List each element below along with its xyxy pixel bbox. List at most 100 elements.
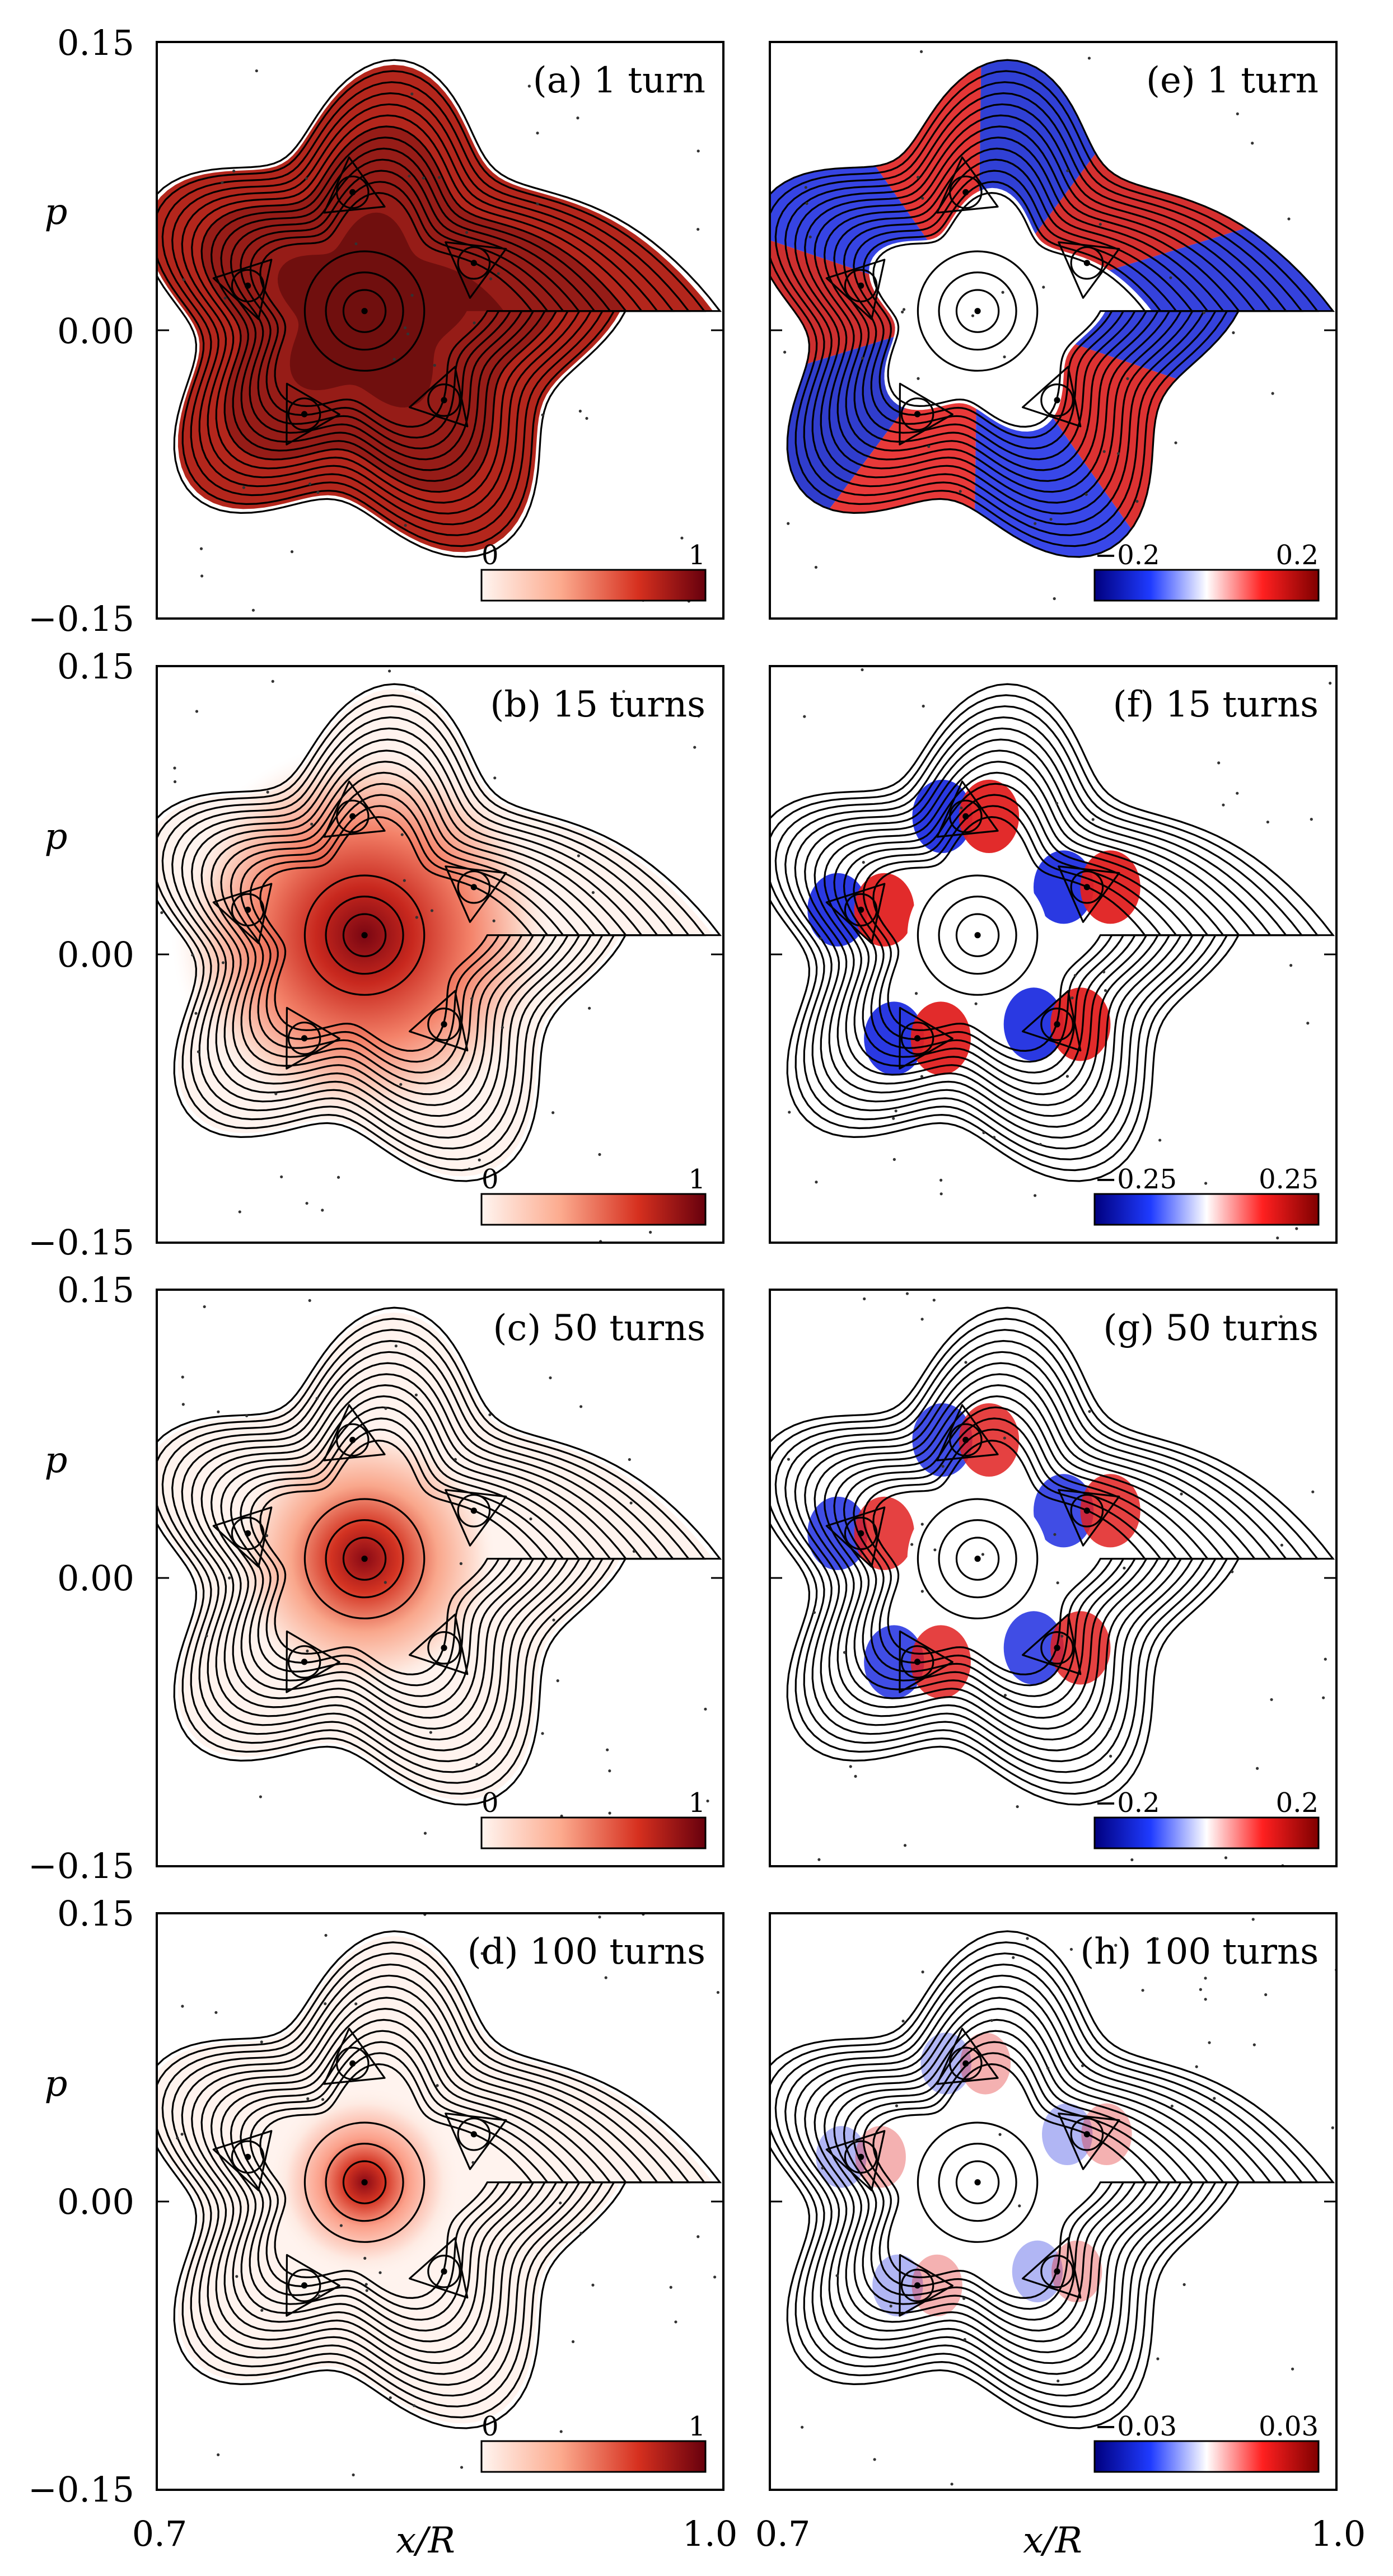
- panel-g-contour-line: [784, 1339, 1288, 1773]
- panel-a-dot: [255, 69, 258, 73]
- panel-a-contour-line: [161, 81, 691, 536]
- x-tick-labels: 0.7 1.0 0.7 1.0: [132, 2513, 1366, 2554]
- y-tick-row1-bot: −0.15: [28, 598, 134, 639]
- panel-e-colorbar-max-label: 0.2: [1276, 540, 1319, 571]
- panel-f-dot: [1102, 970, 1106, 973]
- panel-b-title: (b) 15 turns: [490, 684, 705, 725]
- panel-e-contour-line: [814, 125, 1241, 493]
- panel-f-contour-line: [823, 760, 1226, 1106]
- panel-d-dot: [471, 2161, 475, 2164]
- panel-h-contour-line: [823, 2007, 1226, 2353]
- panel-h-colorbar-min-label: −0.03: [1095, 2411, 1177, 2442]
- panel-f-dot: [992, 1136, 996, 1139]
- panel-e-dot: [1066, 169, 1069, 172]
- panel-h-dot: [1182, 2283, 1186, 2286]
- panel-f-island-contour: [936, 780, 999, 838]
- panel-h-dot: [1291, 2367, 1294, 2371]
- panel-f-fixed-point: [974, 932, 981, 939]
- panel-c-dot: [423, 1832, 427, 1835]
- panel-c-island-ring: [427, 1631, 461, 1665]
- panel-g-colorbar-min-label: −0.2: [1095, 1787, 1160, 1819]
- panel-c-dot: [394, 1344, 398, 1348]
- panel-d-dot: [365, 2289, 368, 2292]
- x-tick-left-col-min: 0.7: [132, 2513, 188, 2554]
- panel-f-dot: [861, 668, 864, 672]
- x-tick-right-col-max: 1.0: [1311, 2513, 1366, 2554]
- panel-b-colorbar: [480, 1193, 707, 1226]
- panel-g-dot: [910, 1543, 914, 1546]
- panel-h-dot: [998, 2133, 1002, 2136]
- panel-g-ticks: [769, 1289, 1338, 1867]
- panel-g-title: (g) 50 turns: [1103, 1308, 1319, 1349]
- panel-g-dot: [817, 1858, 821, 1861]
- panel-b-dot: [173, 766, 176, 770]
- panel-b-contour-line: [240, 794, 565, 1074]
- y-axis-labels: p p p p: [45, 191, 68, 2105]
- panel-e-center-ring: [938, 271, 1017, 351]
- panel-e-dot: [783, 350, 787, 354]
- panel-h-dot: [990, 2018, 993, 2022]
- panel-f-island-contour: [1022, 990, 1082, 1052]
- panel-e-dot: [901, 310, 904, 313]
- panel-f-island-blue: [807, 873, 868, 947]
- panel-g-dot: [1060, 1634, 1064, 1638]
- panel-e-island-contour: [936, 156, 999, 214]
- panel-d-center-ring: [303, 2121, 426, 2243]
- panel-f-island-ring: [844, 893, 878, 927]
- panel-b-center-ring: [303, 874, 426, 996]
- panel-c-dot: [581, 1314, 584, 1318]
- panel-a-dot: [497, 272, 500, 275]
- panel-g-contour-line: [853, 1417, 1179, 1697]
- panel-c-colorbar: [480, 1816, 707, 1849]
- panel-e-dot: [861, 357, 864, 360]
- panel-c-contours: [157, 1306, 722, 1806]
- panel-a-dot: [536, 202, 539, 205]
- panel-f-plot-area: [770, 668, 1335, 1240]
- panel-h-contour-line: [770, 1941, 1320, 2419]
- panel-d-center-ring: [325, 2143, 404, 2222]
- panel-b-contour-line: [200, 750, 628, 1117]
- panel-e-dot: [1169, 276, 1172, 279]
- panel-a-contour-line: [230, 158, 581, 461]
- panel-e-contour-line: [843, 158, 1194, 461]
- panel-g-contour-line: [823, 1384, 1226, 1730]
- panel-f-island-point: [962, 813, 969, 820]
- panel-b-dot: [697, 714, 700, 718]
- panel-a-contour-line: [157, 59, 722, 558]
- panel-e-dot: [1049, 518, 1053, 521]
- panel-d-island-contour: [212, 2130, 273, 2191]
- panel-f-dot: [960, 806, 963, 809]
- y-tick-row4-bot: −0.15: [28, 2469, 134, 2510]
- panel-e-contour-line: [872, 191, 1147, 428]
- panel-e-contour-line: [833, 147, 1210, 471]
- panel-f-dot: [892, 1158, 896, 1161]
- panel-e-contour-line: [853, 170, 1179, 449]
- panel-e-contour-line: [823, 136, 1226, 482]
- panel-h-contour-line: [872, 2063, 1147, 2299]
- panel-c-dot: [628, 1458, 631, 1462]
- panel-c-dot: [245, 1414, 249, 1417]
- panel-b-island-ring: [231, 893, 265, 927]
- panel-h-contour-line: [784, 1963, 1288, 2397]
- panel-a-dot: [199, 547, 203, 550]
- panel-d-island-ring: [287, 2269, 321, 2302]
- panel-c-dot: [203, 1305, 206, 1309]
- panel-e-dot: [814, 565, 818, 569]
- panel-h-dot: [895, 2104, 899, 2107]
- panel-g-dot: [1003, 1436, 1006, 1440]
- panel-d-dot: [260, 2040, 263, 2044]
- panel-d-dot: [363, 2256, 367, 2260]
- panel-a-dot: [422, 176, 425, 180]
- panel-d-title: (d) 100 turns: [468, 1931, 705, 1973]
- panel-b-dot: [197, 1050, 200, 1053]
- panel-h-island-contour: [936, 2027, 999, 2085]
- panel-g-dot: [1322, 1696, 1325, 1699]
- panel-d-dot: [217, 2453, 220, 2457]
- panel-c-contour-line: [230, 1406, 581, 1708]
- panel-f-colorbar-min-label: −0.25: [1095, 1164, 1177, 1195]
- panel-f-dot: [1204, 1182, 1208, 1185]
- panel-f-contour-line: [843, 783, 1194, 1085]
- panel-f-dot: [1222, 803, 1225, 807]
- panel-a-fixed-point: [361, 308, 368, 315]
- panel-f-island-point: [1054, 1021, 1060, 1028]
